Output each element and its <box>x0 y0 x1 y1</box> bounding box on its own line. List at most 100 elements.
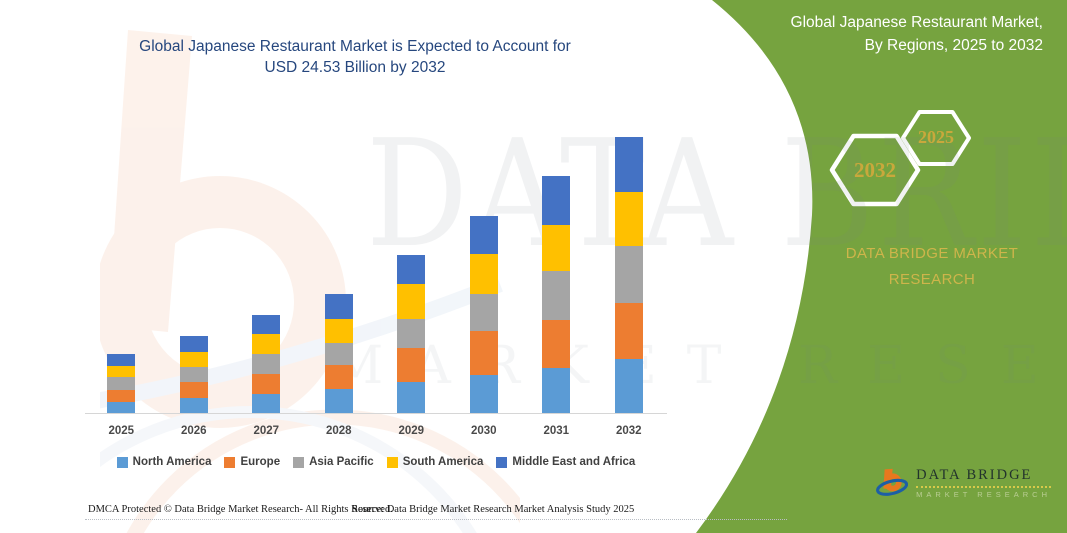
bar-segment-north-america-2027 <box>252 393 281 413</box>
footer-source: Source: Data Bridge Market Research Mark… <box>352 504 635 515</box>
legend-label-asia-pacific: Asia Pacific <box>309 456 374 468</box>
bar-segment-europe-2027 <box>252 374 281 394</box>
bar-2026 <box>179 336 208 413</box>
bar-segment-north-america-2031 <box>542 368 571 413</box>
dbmr-logo-name: DATA BRIDGE <box>916 467 1051 488</box>
bar-segment-south-america-2029 <box>397 283 426 319</box>
dbmr-logo-subtitle: MARKET RESEARCH <box>916 490 1051 499</box>
bar-segment-south-america-2031 <box>542 225 571 272</box>
bar-segment-europe-2025 <box>107 389 136 402</box>
bar-segment-asia-pacific-2025 <box>107 377 136 390</box>
bar-cell-2029 <box>375 133 448 413</box>
x-axis-label-2031: 2031 <box>543 425 570 437</box>
dbmr-logo-text: DATA BRIDGE MARKET RESEARCH <box>916 467 1051 499</box>
dbmr-logo-watermark <box>100 30 520 533</box>
bar-segment-asia-pacific-2026 <box>179 366 208 383</box>
legend-item-north-america: North America <box>116 456 212 468</box>
bar-2027 <box>252 315 281 413</box>
legend-swatch-north-america <box>116 456 128 468</box>
bar-segment-north-america-2029 <box>397 381 426 413</box>
legend-swatch-middle-east-and-africa <box>496 456 508 468</box>
bar-segment-north-america-2025 <box>107 401 136 413</box>
dbmr-logo-mark <box>876 468 909 496</box>
bar-segment-south-america-2026 <box>179 352 208 367</box>
bar-segment-europe-2031 <box>542 319 571 368</box>
bar-segment-south-america-2025 <box>107 366 136 378</box>
bar-segment-north-america-2028 <box>324 389 353 413</box>
bar-segment-europe-2028 <box>324 365 353 390</box>
bar-segment-middle-east-and-africa-2029 <box>397 255 426 284</box>
legend-swatch-europe <box>224 456 236 468</box>
x-axis-label-2027: 2027 <box>253 425 280 437</box>
bar-2030 <box>469 216 498 413</box>
x-axis-labels: 2025 2026 2027 2028 2029 2030 2031 2032 <box>85 425 665 437</box>
legend-label-middle-east-and-africa: Middle East and Africa <box>512 456 636 468</box>
legend-item-south-america: South America <box>386 456 484 468</box>
bar-2032 <box>614 136 643 413</box>
x-axis-label-2025: 2025 <box>108 425 135 437</box>
bar-segment-middle-east-and-africa-2026 <box>179 336 208 353</box>
bar-segment-asia-pacific-2030 <box>469 293 498 331</box>
bar-segment-middle-east-and-africa-2027 <box>252 315 281 335</box>
bar-segment-north-america-2032 <box>614 359 643 413</box>
bar-2031 <box>542 176 571 413</box>
panel-title-line2: By Regions, 2025 to 2032 <box>864 37 1043 54</box>
bar-segment-asia-pacific-2032 <box>614 246 643 303</box>
hexagon-year-2032: 2032 <box>854 158 896 182</box>
plot-area <box>85 133 665 413</box>
legend-item-europe: Europe <box>224 456 280 468</box>
x-axis-line <box>85 413 667 414</box>
bar-cell-2026 <box>158 133 231 413</box>
legend: North America Europe Asia Pacific South Ame… <box>85 456 667 468</box>
x-axis-label-2030: 2030 <box>470 425 497 437</box>
bar-segment-middle-east-and-africa-2030 <box>469 216 498 254</box>
panel-title-line1: Global Japanese Restaurant Market, <box>790 14 1043 31</box>
legend-item-middle-east-and-africa: Middle East and Africa <box>496 456 635 468</box>
hexagon-2025 <box>901 110 971 166</box>
dbmr-logo: DATA BRIDGE MARKET RESEARCH <box>876 457 1051 509</box>
hexagon-year-2025: 2025 <box>918 127 954 147</box>
bar-segment-europe-2030 <box>469 330 498 375</box>
bar-segment-asia-pacific-2027 <box>252 353 281 375</box>
chart-title-line2: USD 24.53 Billion by 2032 <box>264 59 446 76</box>
bar-segment-middle-east-and-africa-2028 <box>324 294 353 319</box>
bar-cell-2028 <box>303 133 376 413</box>
legend-swatch-asia-pacific <box>293 456 305 468</box>
bar-2025 <box>107 353 136 413</box>
bar-segment-south-america-2027 <box>252 334 281 354</box>
legend-item-asia-pacific: Asia Pacific <box>293 456 374 468</box>
bar-segment-middle-east-and-africa-2032 <box>614 136 643 192</box>
bar-segment-north-america-2030 <box>469 374 498 413</box>
hexagon-2032 <box>829 133 921 207</box>
bar-cell-2031 <box>520 133 593 413</box>
bar-segment-asia-pacific-2029 <box>397 318 426 349</box>
chart-title-line1: Global Japanese Restaurant Market is Exp… <box>139 38 571 55</box>
x-axis-label-2029: 2029 <box>398 425 425 437</box>
bar-segment-south-america-2028 <box>324 318 353 343</box>
legend-label-south-america: South America <box>402 456 484 468</box>
bar-segment-south-america-2030 <box>469 253 498 294</box>
chart-title: Global Japanese Restaurant Market is Exp… <box>60 36 650 78</box>
bar-segment-europe-2029 <box>397 348 426 382</box>
x-axis-label-2032: 2032 <box>615 425 642 437</box>
bar-segment-south-america-2032 <box>614 191 643 247</box>
bar-2028 <box>324 294 353 413</box>
bar-segment-europe-2032 <box>614 302 643 359</box>
bar-segment-middle-east-and-africa-2031 <box>542 176 571 226</box>
bar-segment-europe-2026 <box>179 382 208 399</box>
x-axis-label-2028: 2028 <box>325 425 352 437</box>
legend-label-north-america: North America <box>132 456 212 468</box>
bar-segment-middle-east-and-africa-2025 <box>107 353 136 367</box>
bar-cell-2025 <box>85 133 158 413</box>
footer-copyright: DMCA Protected © Data Bridge Market Rese… <box>88 504 393 515</box>
footer-dotted-rule <box>85 519 787 520</box>
bar-segment-asia-pacific-2031 <box>542 271 571 320</box>
legend-swatch-south-america <box>386 456 398 468</box>
legend-label-europe: Europe <box>240 456 281 468</box>
bar-cell-2027 <box>230 133 303 413</box>
bar-segment-asia-pacific-2028 <box>324 342 353 366</box>
bar-cell-2030 <box>448 133 521 413</box>
bar-cell-2032 <box>593 133 666 413</box>
